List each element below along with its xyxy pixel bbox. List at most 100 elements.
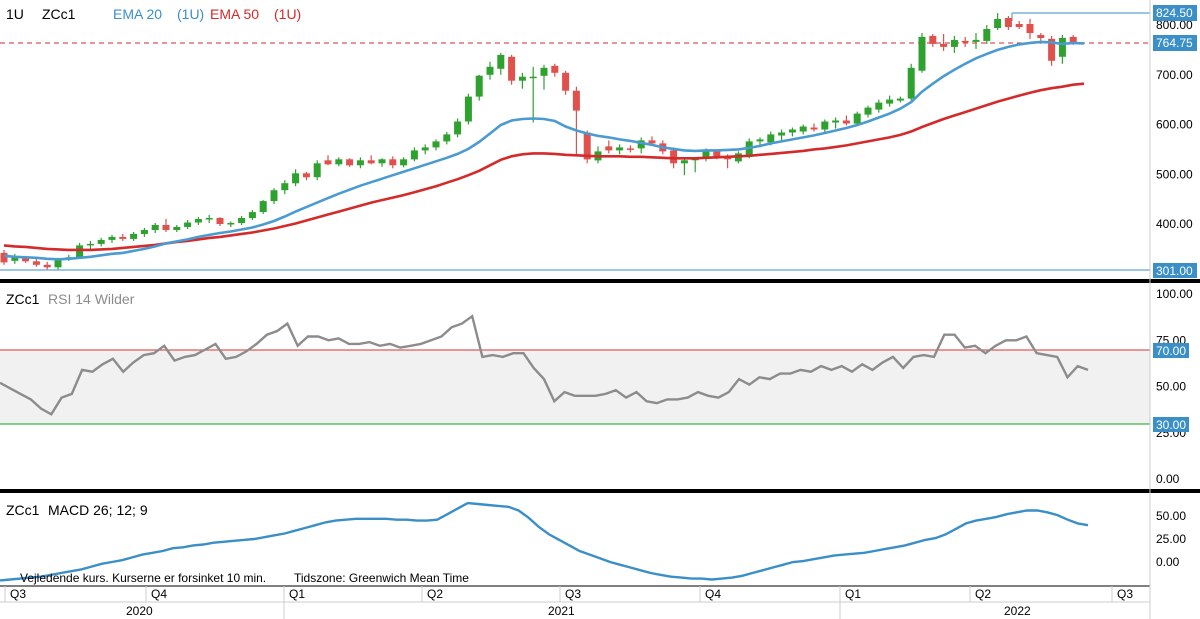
candle[interactable] bbox=[864, 105, 872, 118]
candle[interactable] bbox=[886, 95, 894, 107]
candle[interactable] bbox=[270, 188, 278, 205]
candle[interactable] bbox=[313, 160, 321, 181]
macd-title[interactable]: MACD 26; 12; 9 bbox=[48, 502, 148, 518]
candle[interactable] bbox=[497, 52, 505, 75]
panel-divider[interactable] bbox=[0, 279, 1200, 283]
candle-body bbox=[972, 39, 980, 42]
panel-divider[interactable] bbox=[0, 489, 1200, 493]
candle[interactable] bbox=[227, 221, 235, 228]
candle[interactable] bbox=[162, 219, 170, 232]
candle[interactable] bbox=[508, 54, 516, 85]
candle[interactable] bbox=[184, 220, 192, 229]
candle[interactable] bbox=[810, 123, 818, 132]
rsi-title[interactable]: RSI 14 Wilder bbox=[48, 291, 135, 307]
candle[interactable] bbox=[940, 34, 948, 51]
candlestick-series[interactable] bbox=[0, 13, 1077, 270]
candle[interactable] bbox=[778, 129, 786, 141]
candle[interactable] bbox=[626, 145, 634, 153]
macd-line[interactable] bbox=[0, 501, 1089, 582]
candle[interactable] bbox=[486, 61, 494, 80]
candle[interactable] bbox=[335, 157, 343, 167]
ema50-legend[interactable]: EMA 50 bbox=[210, 6, 259, 22]
candle-body bbox=[497, 54, 505, 69]
candle[interactable] bbox=[1015, 21, 1023, 29]
candle[interactable] bbox=[173, 225, 181, 232]
candle[interactable] bbox=[518, 72, 526, 89]
candle[interactable] bbox=[583, 130, 591, 164]
candle[interactable] bbox=[378, 158, 386, 167]
time-axis[interactable]: Q3 Q4 Q1 Q2 Q3 Q4 Q1 Q2 Q3 2020 2021 2022 bbox=[4, 586, 1133, 619]
candle[interactable] bbox=[842, 115, 850, 126]
candle[interactable] bbox=[443, 132, 451, 145]
candle[interactable] bbox=[832, 117, 840, 129]
candle[interactable] bbox=[972, 33, 980, 49]
candle[interactable] bbox=[1058, 35, 1066, 64]
candle[interactable] bbox=[205, 215, 213, 223]
candle[interactable] bbox=[896, 96, 904, 103]
candle[interactable] bbox=[540, 64, 548, 90]
candle[interactable] bbox=[108, 234, 116, 243]
candle[interactable] bbox=[421, 144, 429, 155]
candle[interactable] bbox=[464, 93, 472, 125]
candle[interactable] bbox=[907, 63, 915, 101]
candle[interactable] bbox=[140, 228, 148, 237]
interval-label[interactable]: 1U bbox=[6, 6, 24, 22]
candle[interactable] bbox=[11, 253, 19, 264]
candle[interactable] bbox=[32, 258, 40, 267]
candle[interactable] bbox=[248, 210, 256, 220]
candle[interactable] bbox=[454, 118, 462, 138]
candle[interactable] bbox=[616, 144, 624, 155]
candle[interactable] bbox=[788, 127, 796, 137]
candle[interactable] bbox=[1048, 35, 1056, 66]
candle[interactable] bbox=[238, 216, 246, 225]
candle[interactable] bbox=[680, 157, 688, 176]
candle[interactable] bbox=[551, 63, 559, 77]
candle[interactable] bbox=[216, 217, 224, 226]
ema20-legend[interactable]: EMA 20 bbox=[113, 6, 162, 22]
candle[interactable] bbox=[97, 237, 105, 247]
candle[interactable] bbox=[799, 124, 807, 135]
ema20-line[interactable] bbox=[3, 40, 1085, 261]
candle[interactable] bbox=[432, 139, 440, 151]
candle[interactable] bbox=[400, 157, 408, 168]
candle[interactable] bbox=[637, 137, 645, 154]
candle[interactable] bbox=[983, 25, 991, 44]
candle[interactable] bbox=[875, 99, 883, 113]
candle[interactable] bbox=[821, 119, 829, 133]
candle[interactable] bbox=[356, 157, 364, 169]
candle[interactable] bbox=[281, 180, 289, 195]
candle[interactable] bbox=[994, 13, 1002, 30]
candle[interactable] bbox=[1004, 16, 1012, 30]
candle[interactable] bbox=[562, 70, 570, 95]
candle[interactable] bbox=[119, 233, 127, 241]
candle[interactable] bbox=[961, 36, 969, 47]
candle[interactable] bbox=[929, 34, 937, 47]
candle[interactable] bbox=[475, 74, 483, 101]
candle[interactable] bbox=[292, 169, 300, 187]
candle[interactable] bbox=[950, 35, 958, 53]
candle-body bbox=[702, 150, 710, 159]
candle[interactable] bbox=[605, 140, 613, 154]
candle[interactable] bbox=[194, 217, 202, 225]
candle[interactable] bbox=[918, 33, 926, 73]
candle[interactable] bbox=[1026, 19, 1034, 39]
candle[interactable] bbox=[410, 147, 418, 162]
candle[interactable] bbox=[151, 223, 159, 233]
candle[interactable] bbox=[0, 249, 8, 265]
candle[interactable] bbox=[389, 156, 397, 169]
candle[interactable] bbox=[529, 66, 537, 123]
candle[interactable] bbox=[324, 155, 332, 166]
candle[interactable] bbox=[594, 146, 602, 164]
candle[interactable] bbox=[130, 232, 138, 241]
rsi-line[interactable] bbox=[0, 314, 1089, 416]
candle[interactable] bbox=[302, 171, 310, 181]
candle-body bbox=[572, 90, 580, 111]
candle[interactable] bbox=[346, 158, 354, 167]
candle[interactable] bbox=[367, 155, 375, 165]
candle[interactable] bbox=[86, 240, 94, 249]
candle[interactable] bbox=[43, 261, 51, 270]
candle[interactable] bbox=[259, 200, 267, 215]
candle[interactable] bbox=[572, 86, 580, 155]
